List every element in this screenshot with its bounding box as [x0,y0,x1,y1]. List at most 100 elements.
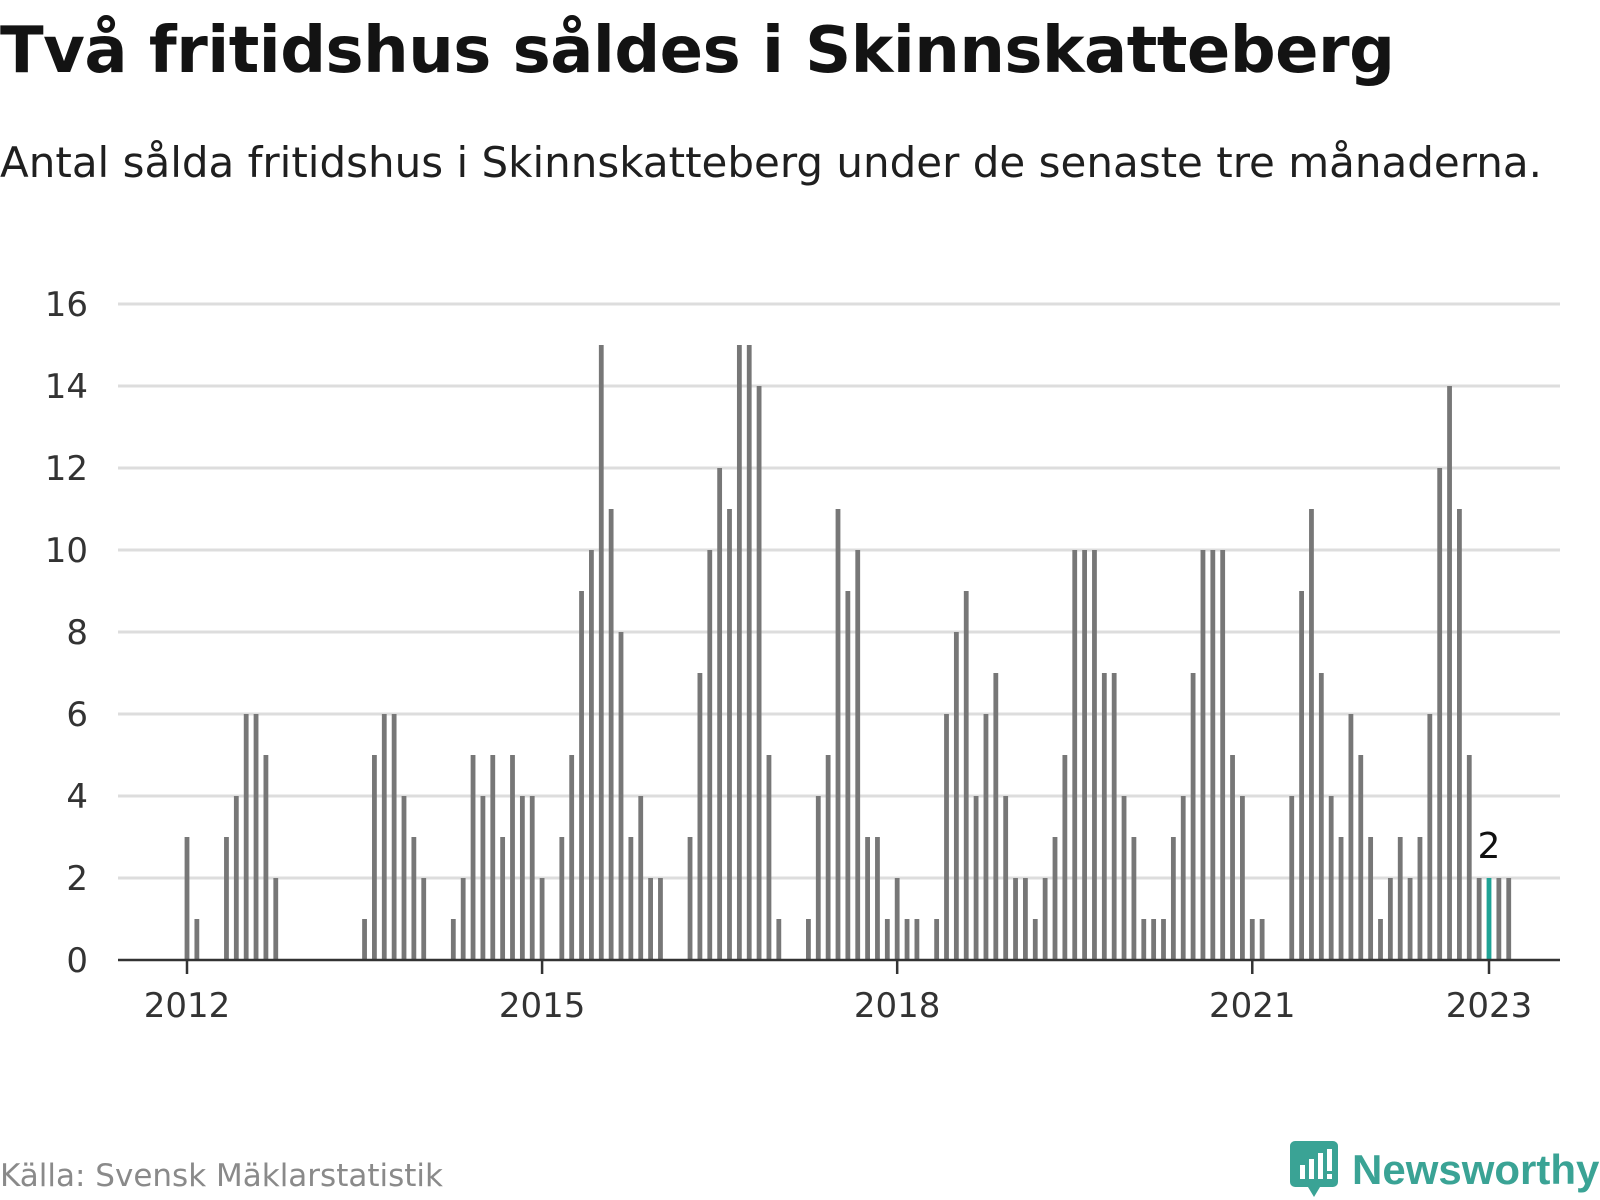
bar [983,714,989,960]
bar [953,632,959,960]
bar [648,878,653,960]
bar [1013,878,1018,960]
bar [421,878,427,960]
bar [973,796,979,960]
bar [579,591,584,960]
bar [865,837,870,960]
y-tick-label: 12 [45,449,88,489]
bar [401,796,407,960]
bar [1101,673,1107,960]
bar [1111,673,1117,960]
bar [470,755,476,960]
bar [815,796,821,960]
bar [1032,919,1038,960]
bar [539,878,545,960]
bar [687,837,693,960]
bar [381,714,387,960]
bar [598,345,604,960]
bar [450,919,456,960]
bar [1338,837,1344,960]
bar [1318,673,1324,960]
bar [519,796,525,960]
bar [944,714,949,960]
x-tick-label: 2021 [1209,986,1296,1026]
bar-chart: 0 2 4 6 8 10 12 14 16 2012 2015 2018 2021 2023 2 [45,285,1560,1026]
bar [914,919,920,960]
bar [1141,919,1147,960]
bar [766,755,772,960]
bar [993,673,999,960]
bar [243,714,249,960]
bar [697,673,703,960]
bar [707,550,713,960]
bar [628,837,634,960]
bar [480,796,486,960]
bar [510,755,515,960]
bar [756,386,762,960]
bar [1447,386,1452,960]
bar [746,345,752,960]
bar [372,755,377,960]
bars [184,345,1512,960]
bar [589,550,594,960]
bar [1062,755,1068,960]
bar [1358,755,1364,960]
bar [411,837,417,960]
bar [1417,837,1423,960]
bar [233,796,239,960]
bar [1299,591,1304,960]
bar [736,345,742,960]
bar [776,919,782,960]
bar [727,509,732,960]
y-tick-label: 14 [45,367,88,407]
x-tick-label: 2015 [499,986,586,1026]
x-axis-ticks: 2012 2015 2018 2021 2023 [144,960,1532,1026]
bar [1437,468,1443,960]
bar [1180,796,1186,960]
chart-title: Två fritidshus såldes i Skinnskatteberg [0,14,1395,88]
brand-name: Newsworthy [1352,1146,1600,1193]
bar [1259,919,1265,960]
brand-logo[interactable]: Newsworthy [1290,1140,1599,1200]
bar [1082,550,1087,960]
bar [1210,550,1216,960]
bar [1230,755,1235,960]
bar [835,509,841,960]
bar [1240,796,1245,960]
bar [362,919,367,960]
bar [263,755,269,960]
x-tick-label: 2012 [144,986,231,1026]
y-tick-label: 2 [66,859,88,899]
bar [638,796,644,960]
bar [1476,878,1482,960]
bar [1023,878,1028,960]
bar [529,796,535,960]
bar [1200,550,1206,960]
bar [391,714,397,960]
bar [1368,837,1374,960]
bar [1121,796,1127,960]
y-tick-label: 6 [66,695,88,735]
x-tick-label: 2018 [854,986,941,1026]
bar [1052,837,1058,960]
y-axis-ticks: 0 2 4 6 8 10 12 14 16 [45,285,88,981]
bar [1190,673,1196,960]
bar [1496,878,1502,960]
bar [1092,550,1097,960]
bar [934,919,940,960]
bar [1170,837,1176,960]
y-tick-label: 4 [66,777,88,817]
bar [224,837,229,960]
bar [1427,714,1433,960]
y-tick-label: 16 [45,285,88,325]
bar [569,755,575,960]
bar [875,837,880,960]
bar [618,632,624,960]
bar [1131,837,1137,960]
bar [1289,796,1295,960]
bar [894,878,900,960]
bar [460,878,466,960]
bar [1220,550,1226,960]
bar [884,919,890,960]
data-labels: 2 [1478,826,1501,867]
